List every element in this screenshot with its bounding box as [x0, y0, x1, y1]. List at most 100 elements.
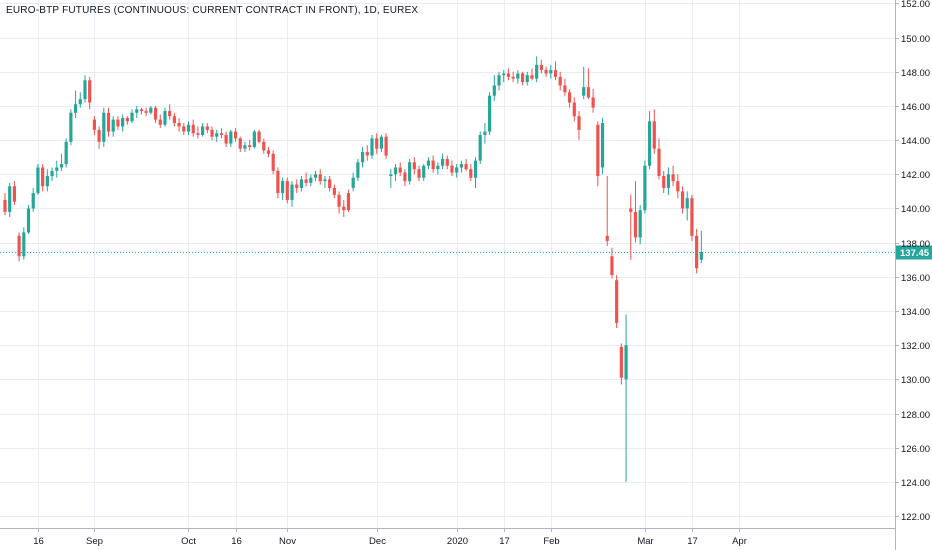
candle — [375, 133, 379, 154]
x-tick-label: Sep — [86, 536, 103, 547]
candle — [600, 117, 605, 175]
candle — [647, 111, 652, 170]
candle — [59, 153, 64, 171]
candle — [680, 186, 685, 214]
candle — [389, 169, 393, 188]
candle — [299, 176, 304, 192]
x-tick-label: Mar — [637, 536, 653, 547]
candle — [309, 174, 313, 187]
candle — [671, 165, 675, 187]
candle — [619, 343, 623, 385]
y-tick-label: 140.00 — [901, 204, 930, 215]
y-tick-label: 132.00 — [901, 341, 930, 352]
candle — [318, 169, 322, 185]
candle — [69, 109, 73, 146]
candle — [257, 129, 261, 144]
x-tick-label: Feb — [543, 536, 559, 547]
candle — [568, 88, 572, 108]
candle — [464, 158, 468, 171]
y-tick-label: 136.00 — [901, 273, 930, 284]
candle — [553, 61, 558, 81]
candle — [313, 170, 318, 182]
candle — [440, 153, 445, 170]
candle — [417, 165, 421, 182]
y-tick-label: 148.00 — [901, 68, 930, 79]
candle — [271, 150, 275, 175]
candle — [304, 172, 308, 187]
candle — [3, 193, 7, 216]
candle — [624, 314, 628, 482]
candle — [31, 187, 35, 212]
candle — [139, 107, 144, 115]
candle — [92, 116, 96, 135]
candle — [370, 134, 374, 159]
candle — [266, 146, 271, 158]
candle — [224, 131, 228, 147]
x-tick-label: 16 — [33, 536, 44, 547]
last-price-line: 137.45 — [0, 245, 932, 260]
candle — [285, 177, 289, 204]
candle — [201, 123, 205, 137]
candle — [144, 107, 148, 117]
candle — [459, 160, 463, 173]
candle — [55, 160, 59, 178]
candle — [450, 160, 454, 176]
candle — [591, 88, 595, 113]
candle — [506, 68, 511, 81]
y-tick-label: 150.00 — [901, 34, 930, 45]
candle — [337, 191, 341, 214]
candle — [83, 75, 87, 103]
candle — [393, 164, 398, 182]
candle — [205, 123, 209, 134]
candle — [276, 167, 280, 199]
candle — [50, 167, 54, 182]
candle — [22, 227, 26, 260]
candle — [516, 70, 520, 84]
candle — [403, 169, 407, 187]
last-price-badge — [896, 245, 932, 260]
candle — [544, 66, 548, 77]
grid — [0, 0, 895, 528]
candle — [582, 66, 586, 100]
candle — [328, 176, 332, 192]
candle — [455, 164, 459, 178]
candle — [177, 117, 181, 132]
candle — [342, 199, 346, 218]
candle — [520, 71, 525, 86]
y-tick-label: 138.00 — [901, 239, 930, 250]
candle — [492, 75, 496, 101]
candle — [36, 164, 40, 195]
candle — [629, 194, 633, 260]
candle — [610, 247, 614, 279]
candle — [426, 157, 431, 170]
x-tick-label: Oct — [181, 536, 196, 547]
candle — [17, 232, 21, 262]
x-tick-label: 17 — [687, 536, 698, 547]
candle — [690, 194, 694, 241]
candle — [360, 146, 365, 168]
candle — [445, 155, 449, 170]
candle — [525, 71, 529, 86]
candle — [252, 129, 256, 149]
candle — [615, 275, 619, 329]
candle — [365, 145, 369, 161]
candle — [332, 184, 336, 199]
candle — [657, 138, 661, 180]
candle — [323, 176, 327, 188]
candle — [535, 56, 539, 83]
y-tick-label: 152.00 — [901, 0, 930, 10]
candle — [412, 157, 416, 175]
y-tick-label: 144.00 — [901, 136, 930, 147]
candle — [215, 129, 219, 142]
candle — [676, 174, 680, 199]
candle — [88, 76, 92, 110]
candle — [12, 181, 17, 206]
candle — [135, 105, 139, 118]
candle — [695, 228, 699, 274]
x-tick-label: Nov — [279, 536, 296, 547]
candle — [488, 92, 492, 135]
candle — [191, 119, 195, 137]
x-tick-label: Apr — [732, 536, 747, 547]
